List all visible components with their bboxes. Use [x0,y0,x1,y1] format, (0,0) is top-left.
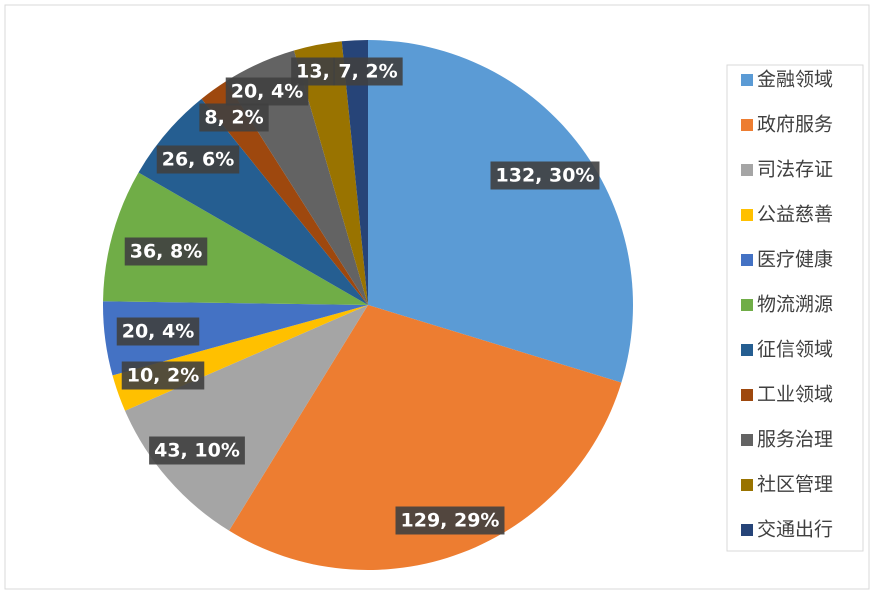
data-label-bg [291,57,335,86]
data-label: 36, 8% [124,237,208,266]
legend-swatch [741,344,753,356]
legend-swatch [741,434,753,446]
legend-swatch [741,524,753,536]
legend-label: 工业领域 [757,384,833,406]
legend-swatch [741,299,753,311]
legend-label: 政府服务 [757,114,833,136]
pie-slice [201,81,368,305]
data-label: 20, 4% [116,317,200,346]
data-label-text: 26, 6% [162,149,235,171]
legend-label: 服务治理 [757,429,833,451]
data-label-bg [121,361,205,390]
data-label-text: 7, 2% [338,61,397,83]
pie-slice [229,305,622,570]
data-label: 13, [291,57,335,86]
legend-swatch [741,119,753,131]
pie-slice [103,172,368,305]
data-label: 7, 2% [333,57,403,86]
legend-label: 金融领域 [757,69,833,91]
pie-slice [125,305,368,531]
legend-swatch [741,389,753,401]
legend-label: 司法存证 [757,159,833,181]
legend-label: 公益慈善 [757,204,833,226]
data-label-bg [149,436,245,465]
data-label-bg [156,145,240,174]
data-label-text: 36, 8% [130,241,203,263]
data-label: 8, 2% [199,103,269,132]
legend-label: 医疗健康 [757,249,833,271]
legend-label: 交通出行 [757,519,833,541]
data-label-text: 20, 4% [122,321,195,343]
legend-swatch [741,479,753,491]
data-label-bg [199,103,269,132]
data-label-bg [490,161,600,190]
legend-label: 社区管理 [757,474,833,496]
legend-label: 物流溯源 [757,294,833,316]
data-label: 129, 29% [395,506,505,535]
legend-swatch [741,164,753,176]
data-label-bg [124,237,208,266]
data-label: 26, 6% [156,145,240,174]
data-label-bg [333,57,403,86]
data-label-text: 13, [296,61,330,83]
data-label-text: 10, 2% [127,365,200,387]
data-label-text: 20, 4% [231,81,304,103]
data-label: 43, 10% [149,436,245,465]
data-label-bg [116,317,200,346]
legend-label: 征信领域 [757,339,833,361]
pie-slice [368,40,633,383]
pie-slice [293,41,368,305]
data-label-text: 129, 29% [401,510,500,532]
legend-swatch [741,74,753,86]
data-label-text: 8, 2% [204,107,263,129]
data-label: 132, 30% [490,161,600,190]
data-label: 10, 2% [121,361,205,390]
data-label-text: 43, 10% [154,440,240,462]
data-label-text: 132, 30% [496,165,595,187]
pie-slice [341,40,368,305]
legend-swatch [741,209,753,221]
legend-swatch [741,254,753,266]
data-label-bg [395,506,505,535]
